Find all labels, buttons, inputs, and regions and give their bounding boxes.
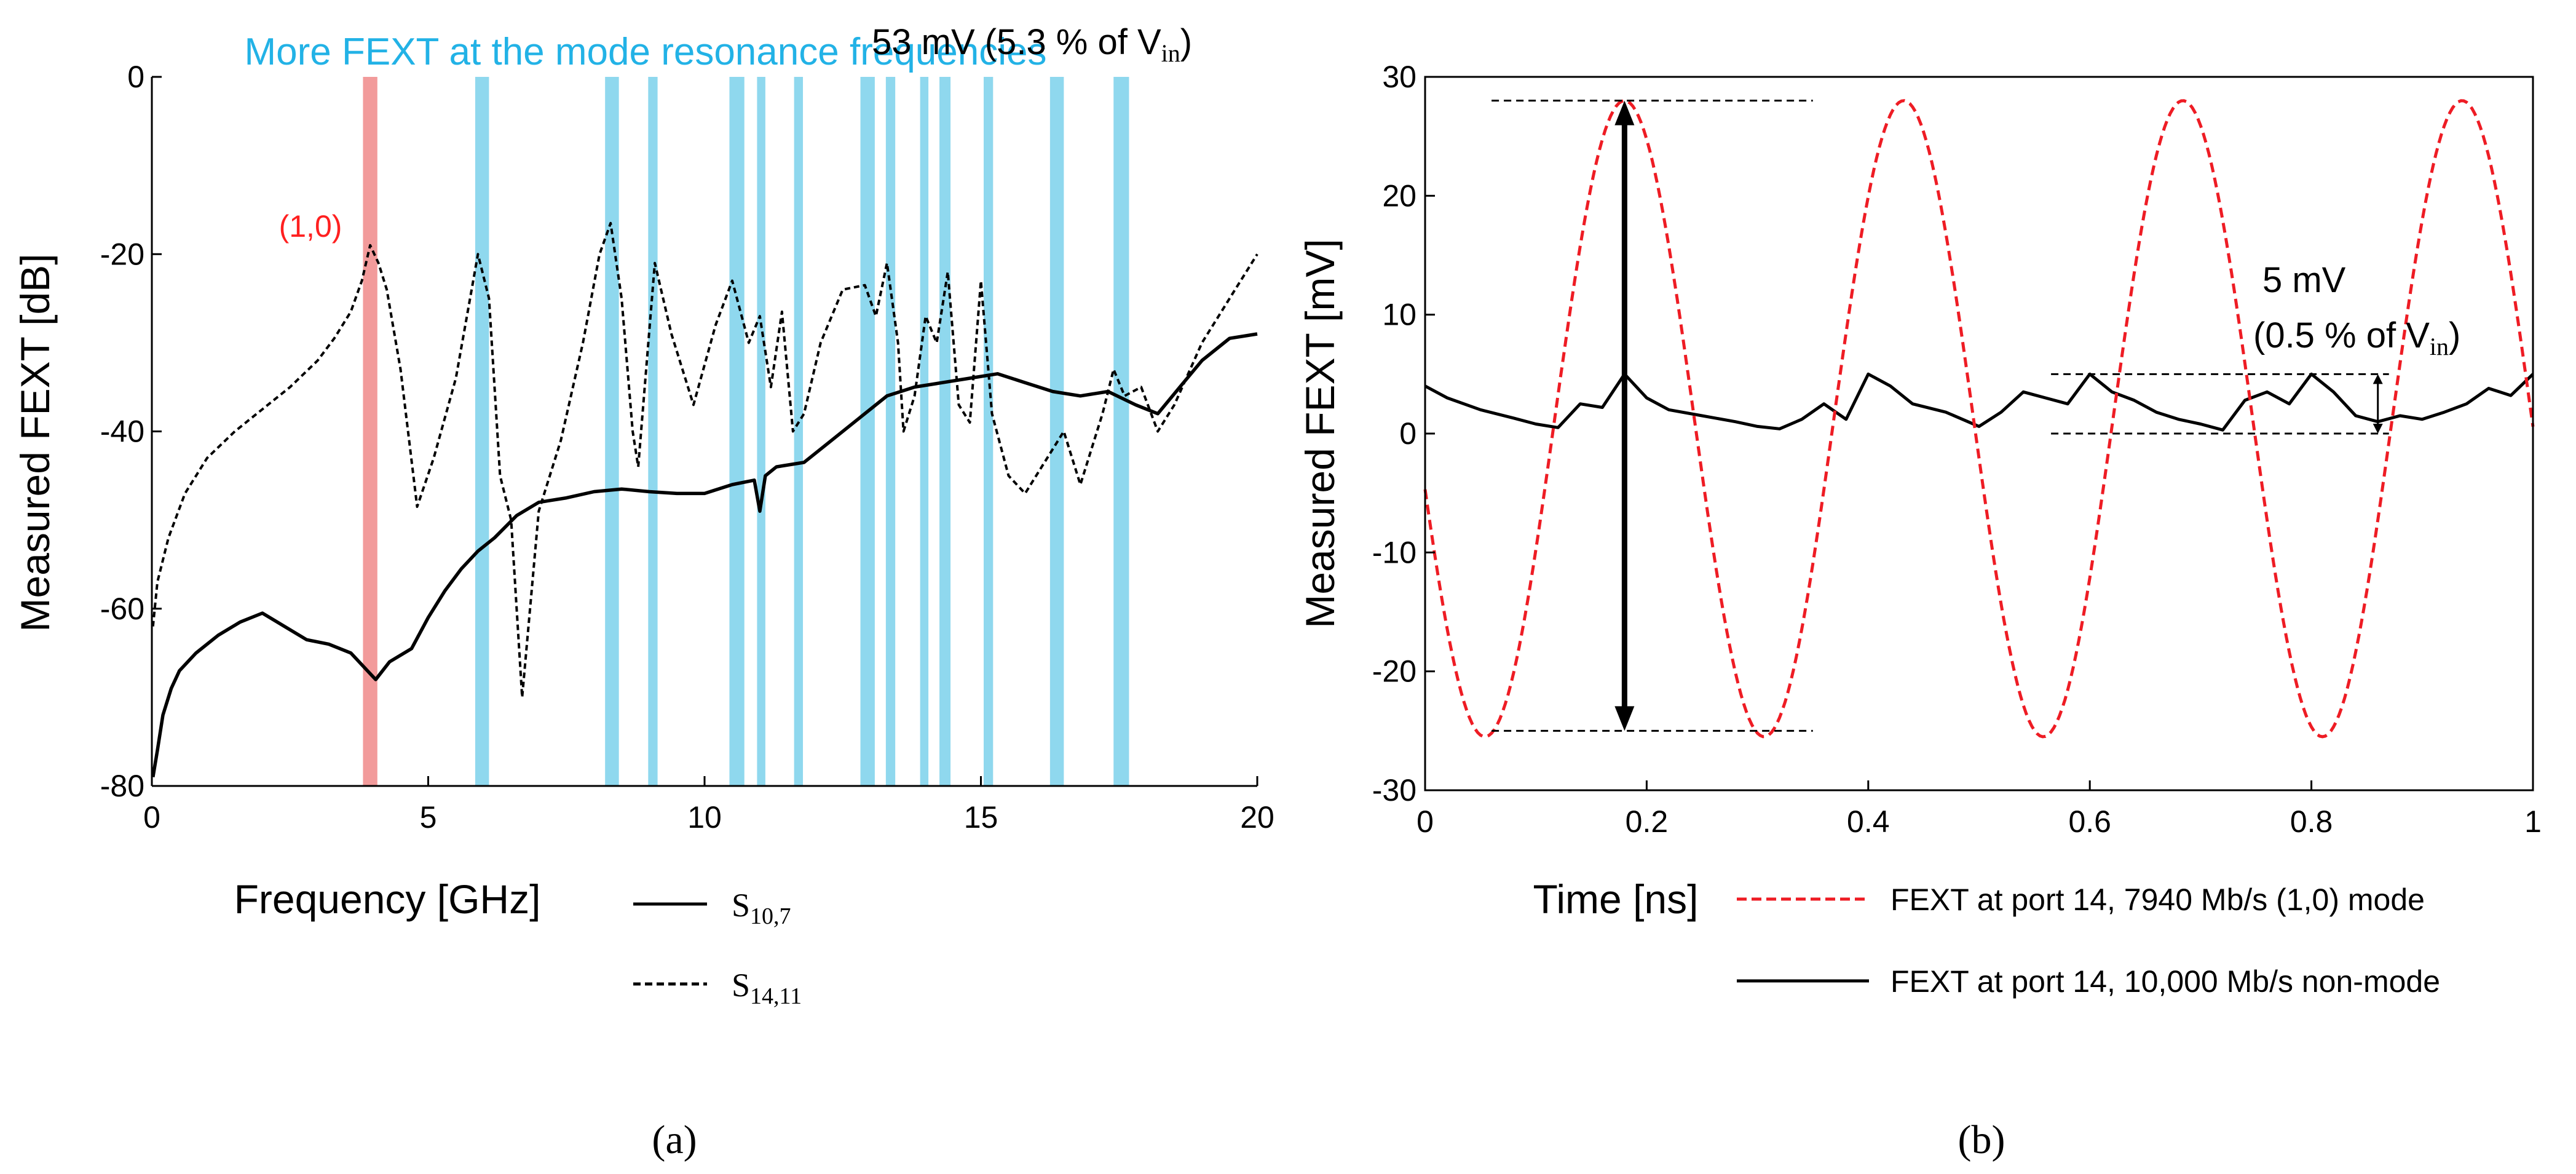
y-tick-label: -20	[100, 237, 144, 271]
annotation-5mv-main: (0.5 % of V	[2253, 315, 2430, 355]
legend-label-s14-11: S14,11	[732, 967, 802, 1009]
mode-label: (1,0)	[279, 209, 342, 244]
resonance-band-2	[648, 77, 658, 786]
y-tick-label: -80	[100, 769, 144, 803]
x-tick-label: 5	[420, 800, 437, 835]
legend-label-s10-7-base: S	[732, 887, 750, 924]
resonance-bands	[363, 77, 1129, 786]
annotation-5mv-end: )	[2449, 315, 2460, 355]
annotation-5mv-sub: in	[2430, 333, 2449, 360]
x-tick-label: 20	[1240, 800, 1274, 835]
series-line-s14-11	[151, 221, 1258, 699]
legend-label-nonmode: FEXT at port 14, 10,000 Mb/s non-mode	[1891, 964, 2440, 999]
legend-label-s14-11-base: S	[732, 967, 750, 1004]
y-tick-label: -60	[100, 592, 144, 626]
resonance-band-12	[1113, 77, 1129, 786]
y-tick-label: -30	[1372, 773, 1416, 807]
panel-a: More FEXT at the mode resonance frequenc…	[12, 31, 1274, 1162]
legend-a: S10,7 S14,11	[633, 887, 802, 1009]
resonance-band-4	[757, 77, 765, 786]
y-axis-label: Measured FEXT [mV]	[1297, 239, 1343, 628]
legend-label-s10-7-sub: 10,7	[750, 903, 791, 929]
legend-label-mode: FEXT at port 14, 7940 Mb/s (1,0) mode	[1891, 882, 2425, 917]
y-tick-label: -40	[100, 414, 144, 449]
series-line-s10-7	[151, 332, 1258, 778]
resonance-band-1	[605, 77, 619, 786]
annotation-53mv-end: )	[1180, 22, 1192, 62]
annotation-53mv: 53 mV (5.3 % of Vin)	[872, 22, 1192, 67]
axes: 0 0.2 0.4 0.6 0.8 1 -30 -20 -10 0 10 20 30	[1372, 60, 2542, 839]
y-tick-label: 30	[1382, 60, 1416, 94]
y-tick-label: 20	[1382, 178, 1416, 213]
y-tick-label: 0	[1399, 416, 1416, 451]
x-tick-label: 0	[143, 800, 160, 835]
legend-b: FEXT at port 14, 7940 Mb/s (1,0) mode FE…	[1737, 882, 2440, 999]
x-tick-label: 0.8	[2290, 804, 2333, 839]
annotation-5mv-line2: (0.5 % of Vin)	[2253, 315, 2460, 360]
panel-label-b: (b)	[1958, 1117, 2005, 1162]
resonance-band-6	[860, 77, 875, 786]
resonance-band-8	[920, 77, 929, 786]
annotation-53mv-main: 53 mV (5.3 % of V	[872, 22, 1161, 62]
y-tick-label: -10	[1372, 535, 1416, 569]
resonance-band-7	[885, 77, 896, 786]
axes: 0 5 10 15 20 -80 -60 -40 -20 0	[100, 60, 1274, 835]
series-line-nonmode	[1424, 372, 2534, 432]
arrow-head-up	[1614, 100, 1635, 125]
x-tick-label: 0	[1416, 804, 1434, 839]
series-line-mode	[1423, 99, 2535, 739]
x-tick-label: 15	[964, 800, 998, 835]
x-axis-label: Time [ns]	[1533, 876, 1699, 922]
annotations	[1491, 100, 2389, 732]
panel-label-a: (a)	[652, 1117, 697, 1162]
x-tick-label: 0.6	[2068, 804, 2111, 839]
arrow-head-down	[1614, 706, 1635, 731]
y-tick-label: 0	[127, 60, 144, 94]
resonance-band-11	[1049, 77, 1064, 786]
resonance-band-0	[475, 77, 489, 786]
resonance-band-10	[983, 77, 994, 786]
x-tick-label: 1	[2524, 804, 2542, 839]
legend-label-s14-11-sub: 14,11	[750, 983, 802, 1009]
x-axis-label: Frequency [GHz]	[234, 876, 541, 922]
plot-frame	[1424, 76, 2534, 791]
x-tick-label: 0.2	[1626, 804, 1669, 839]
y-tick-label: -20	[1372, 654, 1416, 689]
annotation-53mv-sub: in	[1161, 39, 1180, 67]
arrow-head-up	[2373, 374, 2383, 384]
arrow-head-down	[2373, 424, 2383, 434]
resonance-band-3	[729, 77, 745, 786]
x-tick-label: 0.4	[1847, 804, 1890, 839]
panel-b: 0 0.2 0.4 0.6 0.8 1 -30 -20 -10 0 10 20 30 53 mV (5.…	[872, 22, 2542, 1162]
annotation-5mv-line1: 5 mV	[2262, 260, 2346, 300]
resonance-band-5	[794, 77, 804, 786]
y-axis-label: Measured FEXT [dB]	[12, 253, 58, 632]
y-tick-label: 10	[1382, 298, 1416, 332]
series-group	[151, 221, 1258, 778]
banner-title: More FEXT at the mode resonance frequenc…	[245, 31, 1047, 73]
series-group	[1423, 99, 2535, 739]
x-tick-label: 10	[687, 800, 722, 835]
legend-label-s10-7: S10,7	[732, 887, 791, 929]
resonance-band-9	[939, 77, 951, 786]
